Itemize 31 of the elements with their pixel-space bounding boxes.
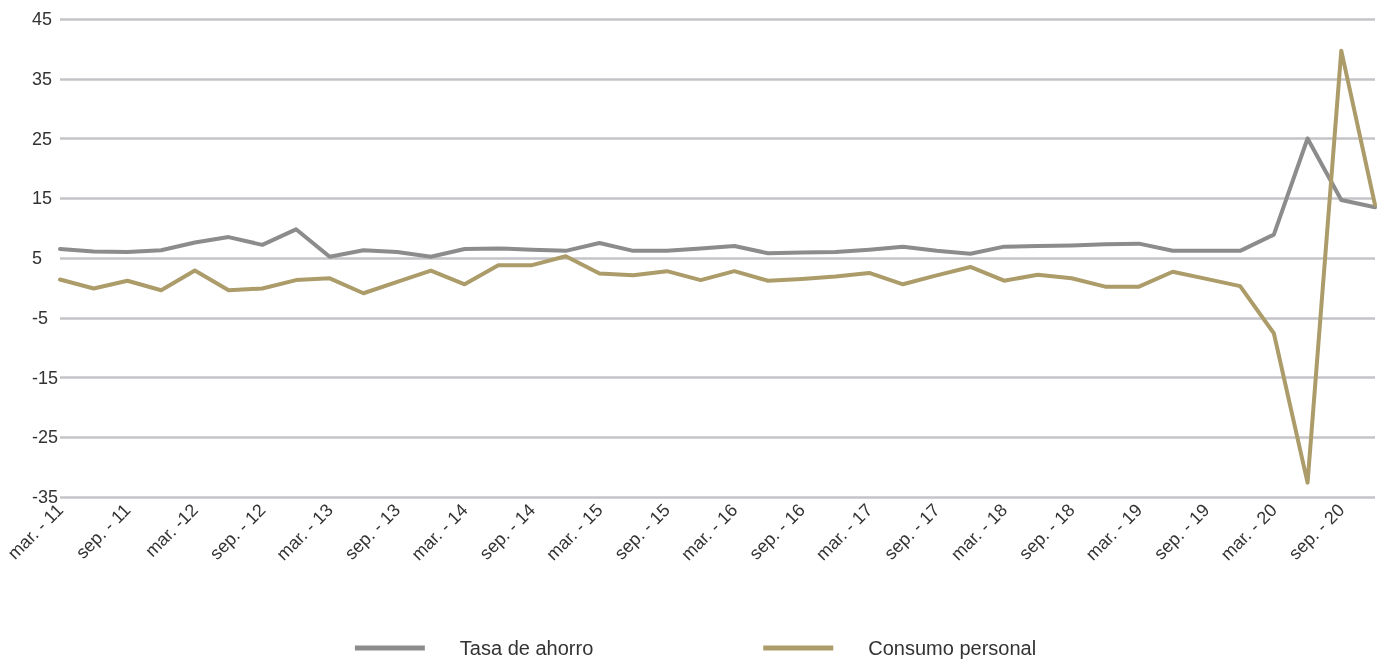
x-tick-label: sep. - 20 xyxy=(1284,499,1349,564)
y-tick-label: 5 xyxy=(32,248,43,268)
x-tick-label: mar. -12 xyxy=(141,499,202,561)
y-tick-label: 25 xyxy=(32,128,53,149)
x-tick-label: sep. - 16 xyxy=(745,499,809,564)
y-tick-label: -5 xyxy=(32,307,49,328)
x-tick-label: sep. - 17 xyxy=(880,499,944,564)
y-tick-label: 15 xyxy=(32,188,53,209)
y-tick-label: 45 xyxy=(32,9,53,29)
x-tick-label: mar. - 15 xyxy=(542,499,607,565)
x-tick-label: mar. - 20 xyxy=(1216,499,1281,565)
legend-label: Consumo personal xyxy=(868,637,1037,659)
x-tick-label: sep. - 13 xyxy=(340,499,405,564)
x-tick-label: sep. - 18 xyxy=(1014,499,1079,564)
y-tick-label: -15 xyxy=(32,367,59,388)
y-tick-label: 35 xyxy=(32,68,53,89)
x-tick-label: mar. - 19 xyxy=(1081,499,1147,565)
x-tick-label: mar. - 14 xyxy=(407,499,472,565)
line-series xyxy=(58,48,1377,485)
line-series xyxy=(58,136,1377,259)
x-tick-label: sep. - 15 xyxy=(610,499,674,564)
x-tick-label: sep. - 12 xyxy=(205,499,270,564)
x-tick-label: sep. - 11 xyxy=(71,499,135,563)
y-tick-label: -25 xyxy=(32,427,59,448)
x-tick-label: mar. - 18 xyxy=(946,499,1012,565)
x-tick-label: sep. - 19 xyxy=(1149,499,1214,564)
x-tick-label: mar. - 17 xyxy=(811,499,877,565)
x-tick-label: sep. - 14 xyxy=(475,499,540,564)
x-tick-label: mar. - 13 xyxy=(272,499,337,565)
legend-label: Tasa de ahorro xyxy=(459,637,594,659)
x-tick-label: mar. - 16 xyxy=(677,499,742,565)
